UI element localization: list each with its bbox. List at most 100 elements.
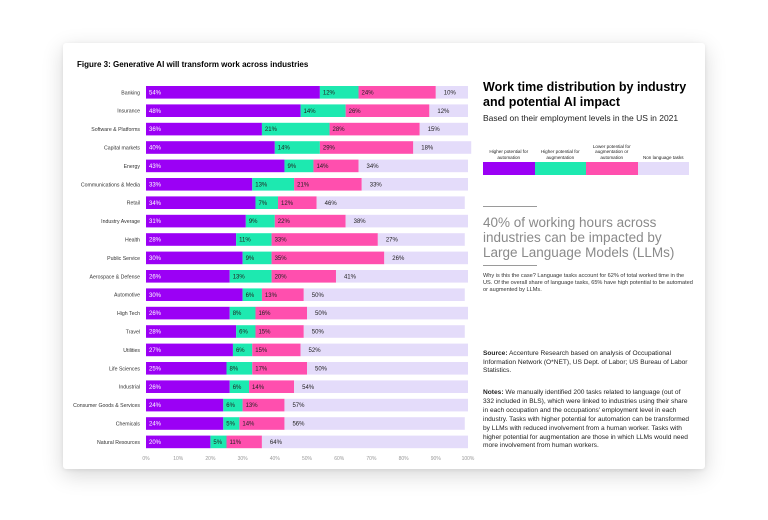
bar-segment-augmentation: [255, 196, 279, 209]
data-label: 13%: [255, 182, 268, 188]
category-label: Industrial: [119, 385, 140, 391]
data-label: 27%: [149, 348, 162, 354]
legend: Higher potential for automation Higher p…: [483, 138, 689, 175]
data-label: 31%: [149, 219, 162, 225]
bar-segment-non-language: [307, 362, 468, 375]
headline-quote: 40% of working hours across industries c…: [483, 215, 675, 260]
bar-segment-lower-potential: [294, 178, 362, 191]
data-label: 57%: [292, 403, 305, 409]
data-label: 9%: [287, 164, 296, 170]
bar-segment-augmentation: [284, 159, 314, 173]
bar-segment-augmentation: [229, 270, 272, 283]
category-label: Health: [125, 238, 140, 244]
bar-segment-lower-potential: [255, 306, 307, 320]
data-label: 11%: [230, 440, 242, 446]
bar-segment-automation: [146, 306, 230, 320]
bar-segment-augmentation: [223, 417, 240, 430]
bar-segment-lower-potential: [252, 362, 307, 375]
category-label: Industry Average: [101, 219, 140, 225]
data-label: 35%: [275, 256, 288, 262]
category-label: Utilities: [123, 348, 140, 354]
bar-segment-non-language: [316, 196, 465, 209]
notes: Notes: We manually identified 200 tasks …: [483, 389, 693, 451]
category-label: Insurance: [117, 109, 140, 115]
data-label: 54%: [302, 385, 315, 391]
bar-segment-lower-potential: [329, 122, 420, 136]
bar-segment-automation: [146, 417, 224, 430]
data-label: 5%: [213, 440, 222, 446]
x-tick-label: 60%: [334, 456, 345, 462]
bar-segment-lower-potential: [271, 270, 336, 283]
x-tick-label: 90%: [431, 456, 442, 462]
data-label: 15%: [428, 127, 441, 133]
bar-segment-automation: [146, 380, 230, 393]
data-label: 36%: [149, 127, 162, 133]
legend-swatch: [534, 162, 586, 175]
data-label: 27%: [386, 238, 399, 244]
data-label: 24%: [362, 90, 375, 96]
data-label: 15%: [255, 348, 268, 354]
x-tick-label: 50%: [302, 456, 313, 462]
data-label: 21%: [265, 127, 278, 133]
data-label: 10%: [444, 90, 457, 96]
bar-segment-lower-potential: [242, 398, 285, 412]
bar-segment-automation: [146, 141, 275, 154]
data-label: 46%: [325, 201, 338, 207]
category-label: Banking: [121, 90, 140, 96]
bar-segment-automation: [146, 196, 256, 209]
x-tick-label: 10%: [173, 456, 184, 462]
data-label: 48%: [149, 109, 162, 115]
notes-text: We manually identified 200 tasks related…: [483, 389, 690, 450]
data-label: 30%: [149, 293, 162, 299]
bar-segment-augmentation: [300, 104, 346, 117]
data-label: 34%: [149, 201, 162, 207]
data-label: 13%: [233, 274, 246, 280]
data-label: 30%: [149, 256, 162, 262]
divider: [483, 206, 537, 207]
data-label: 33%: [149, 182, 162, 188]
bar-segment-lower-potential: [255, 325, 304, 338]
bar-segment-augmentation: [236, 325, 256, 338]
bar-segment-automation: [146, 343, 233, 357]
bar-segment-augmentation: [245, 214, 275, 228]
data-label: 20%: [149, 440, 162, 446]
data-label: 50%: [315, 366, 328, 372]
bar-segment-lower-potential: [261, 288, 304, 301]
legend-swatch: [483, 162, 535, 175]
bar-segment-non-language: [419, 122, 468, 136]
category-label: Life Sciences: [109, 366, 140, 372]
data-label: 26%: [149, 385, 162, 391]
bar-segment-augmentation: [229, 306, 256, 320]
category-label: Chemicals: [116, 422, 141, 428]
bar-segment-lower-potential: [345, 104, 430, 117]
data-label: 15%: [258, 330, 271, 336]
data-label: 20%: [275, 274, 288, 280]
legend-label: Higher potential for automation: [489, 149, 529, 160]
bar-segment-augmentation: [232, 343, 253, 357]
data-label: 18%: [421, 146, 434, 152]
category-label: Travel: [126, 330, 140, 336]
data-label: 14%: [316, 164, 329, 170]
bar-segment-lower-potential: [239, 417, 285, 430]
bar-segment-non-language: [429, 104, 468, 117]
legend-label: Higher potential for augmentation: [540, 149, 580, 160]
x-tick-label: 30%: [238, 456, 249, 462]
bar-segment-automation: [146, 214, 246, 228]
data-label: 6%: [233, 385, 242, 391]
bar-segment-augmentation: [229, 380, 250, 393]
bar-segment-lower-potential: [271, 233, 378, 246]
panel-subtitle: Based on their employment levels in the …: [483, 113, 679, 123]
category-label: Natural Resources: [97, 440, 140, 446]
legend-item-non-language: Non language tasks: [637, 138, 689, 175]
data-label: 25%: [149, 366, 162, 372]
data-label: 12%: [281, 201, 294, 207]
legend-item-lower-potential: Lower potential for augmentation or auto…: [586, 138, 638, 175]
bar-segment-augmentation: [274, 141, 320, 154]
legend-item-automation: Higher potential for automation: [483, 138, 535, 175]
data-label: 26%: [149, 274, 162, 280]
data-label: 22%: [278, 219, 291, 225]
bar-segment-automation: [146, 288, 243, 301]
category-label: Software & Platforms: [91, 127, 140, 133]
data-label: 54%: [149, 90, 162, 96]
